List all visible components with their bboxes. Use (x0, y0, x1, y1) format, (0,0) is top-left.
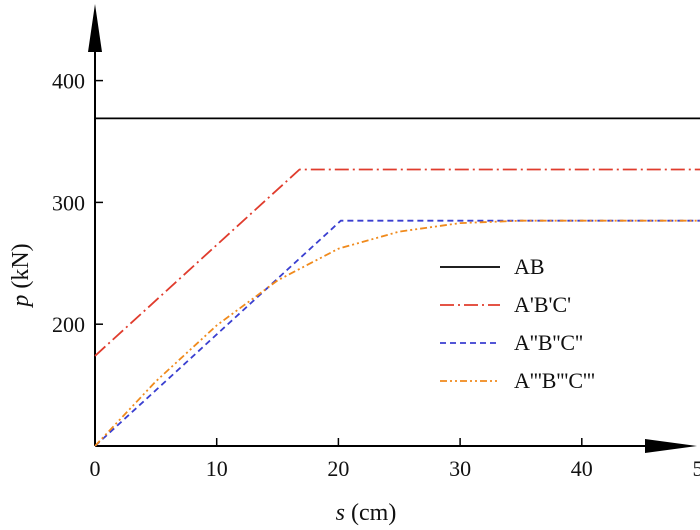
series-layer (94, 117, 700, 447)
x-tick-label: 0 (90, 456, 101, 481)
x-axis-label: s (cm) (336, 500, 397, 526)
y-axis-label: p (kN) (8, 243, 34, 308)
y-tick-label: 200 (52, 312, 85, 337)
y-tick-label: 300 (52, 190, 85, 215)
legend-label: AB (514, 254, 545, 279)
series-line (94, 219, 700, 447)
axes (88, 4, 697, 453)
x-tick-label: 10 (206, 456, 228, 481)
series-line (94, 168, 700, 357)
legend-label: A''B''C'' (514, 330, 583, 355)
legend-label: A'''B'''C''' (514, 368, 595, 393)
x-axis-arrow (645, 439, 697, 453)
x-tick-label: 20 (327, 456, 349, 481)
legend: AB A'B'C' A''B''C'' A'''B'''C''' (440, 254, 595, 393)
x-tick-label: 50 (693, 456, 700, 481)
x-tick-label: 40 (571, 456, 593, 481)
legend-label: A'B'C' (514, 292, 571, 317)
series-line (94, 219, 700, 447)
y-tick-label: 400 (52, 69, 85, 94)
x-tick-label: 30 (449, 456, 471, 481)
y-axis-arrow (88, 4, 102, 52)
ticks: 0 10 20 30 40 50 200 300 400 (52, 69, 700, 481)
